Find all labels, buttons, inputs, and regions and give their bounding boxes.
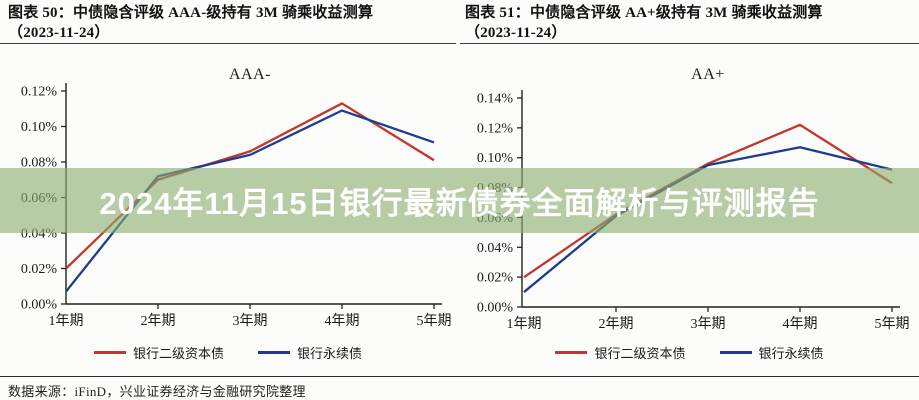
legend-label: 银行永续债 bbox=[297, 345, 363, 361]
axis-tick-label: 4年期 bbox=[325, 313, 360, 329]
legend-label: 银行二级资本债 bbox=[132, 345, 224, 361]
series-color-swatch bbox=[555, 350, 588, 354]
axis-tick-label: 0.14% bbox=[477, 92, 514, 107]
chart-heading-aa-plus: AA+ bbox=[691, 66, 725, 83]
axis-tick-label: 0.10% bbox=[477, 151, 514, 166]
series-color-swatch bbox=[258, 350, 290, 354]
legend-aaa-minus: 银行二级资本债 银行永续债 bbox=[0, 343, 456, 361]
series-line-银行永续债 bbox=[523, 146, 893, 293]
axis-tick-label: 3年期 bbox=[233, 313, 268, 329]
series-line-银行二级资本债 bbox=[523, 123, 893, 279]
axis-tick-label: 0.04% bbox=[477, 241, 514, 256]
series-color-swatch bbox=[719, 350, 752, 354]
title-divider-right bbox=[460, 43, 919, 44]
footer-divider bbox=[0, 376, 919, 377]
legend-item: 银行永续债 bbox=[258, 343, 362, 362]
axis-tick-label: 0.08% bbox=[21, 156, 58, 171]
figure-50-title-date: （2023-11-24） bbox=[8, 24, 110, 41]
axis-tick-label: 1年期 bbox=[49, 313, 84, 329]
chart-heading-aaa-minus: AAA- bbox=[229, 66, 271, 83]
legend-aa-plus: 银行二级资本债 银行永续债 bbox=[460, 343, 919, 361]
axis-tick-label: 5年期 bbox=[417, 313, 452, 329]
figure-51-title: 图表 51：中债隐含评级 AA+级持有 3M 骑乘收益测算 （2023-11-2… bbox=[465, 4, 915, 44]
axis-tick-label: 1年期 bbox=[507, 316, 542, 332]
axis-tick-label: 2年期 bbox=[141, 313, 176, 329]
axis-tick-label: 4年期 bbox=[783, 316, 818, 332]
title-divider-left bbox=[0, 43, 456, 44]
axis-tick-label: 0.10% bbox=[21, 120, 58, 135]
figure-51-title-text: 图表 51：中债隐含评级 AA+级持有 3M 骑乘收益测算 bbox=[465, 5, 823, 21]
axis-tick-label: 0.00% bbox=[21, 298, 58, 313]
axis-tick-label: 0.02% bbox=[477, 271, 514, 286]
axis-tick-label: 2年期 bbox=[599, 316, 634, 332]
legend-item: 银行二级资本债 bbox=[555, 343, 686, 362]
figure-50-title-text: 图表 50：中债隐含评级 AAA-级持有 3M 骑乘收益测算 bbox=[8, 5, 374, 21]
axis-tick-label: 0.12% bbox=[477, 121, 514, 136]
axis-tick-label: 5年期 bbox=[875, 316, 910, 332]
overlay-banner-text: 2024年11月15日银行最新债券全面解析与评测报告 bbox=[99, 186, 820, 221]
axis-tick-label: 0.02% bbox=[21, 262, 58, 277]
legend-item: 银行二级资本债 bbox=[93, 343, 224, 362]
series-color-swatch bbox=[93, 350, 126, 354]
figure-51-title-date: （2023-11-24） bbox=[465, 24, 567, 41]
axis-tick-label: 0.00% bbox=[477, 301, 514, 316]
legend-label: 银行永续债 bbox=[758, 345, 824, 361]
figure-50-title: 图表 50：中债隐含评级 AAA-级持有 3M 骑乘收益测算 （2023-11-… bbox=[8, 4, 453, 44]
axis-tick-label: 3年期 bbox=[691, 316, 726, 332]
legend-item: 银行永续债 bbox=[719, 343, 824, 362]
axis-tick-label: 0.12% bbox=[21, 85, 58, 100]
overlay-banner: 2024年11月15日银行最新债券全面解析与评测报告 bbox=[0, 168, 919, 233]
legend-label: 银行二级资本债 bbox=[594, 345, 686, 361]
data-source-note: 数据来源：iFinD，兴业证券经济与金融研究院整理 bbox=[8, 384, 306, 399]
